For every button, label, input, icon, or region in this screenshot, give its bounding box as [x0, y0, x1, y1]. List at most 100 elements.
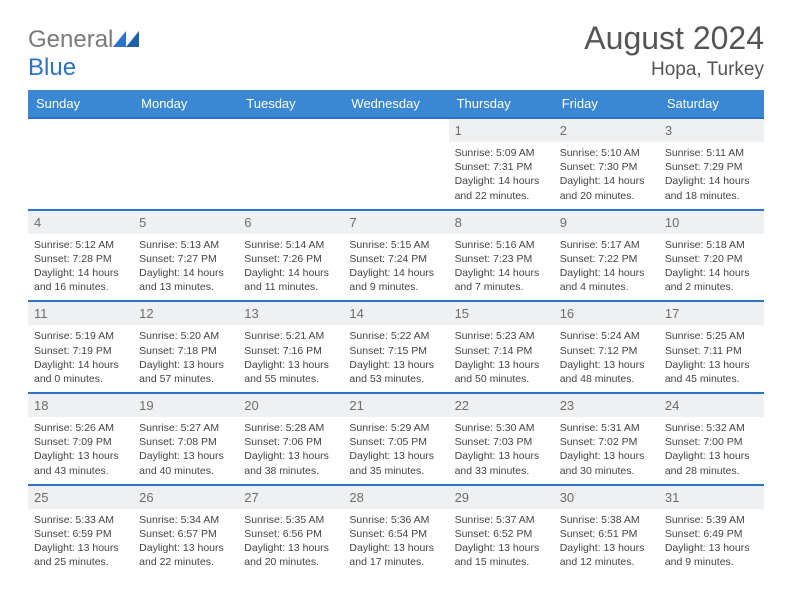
weekday-header: Tuesday	[238, 90, 343, 118]
calendar-week: 18Sunrise: 5:26 AMSunset: 7:09 PMDayligh…	[28, 393, 764, 485]
calendar-cell: 7Sunrise: 5:15 AMSunset: 7:24 PMDaylight…	[343, 210, 448, 302]
location: Hopa, Turkey	[584, 59, 764, 81]
calendar-cell: 13Sunrise: 5:21 AMSunset: 7:16 PMDayligh…	[238, 301, 343, 393]
day-info: Sunrise: 5:25 AMSunset: 7:11 PMDaylight:…	[659, 325, 764, 392]
calendar-cell: 30Sunrise: 5:38 AMSunset: 6:51 PMDayligh…	[554, 485, 659, 576]
day-number: 30	[554, 486, 659, 509]
calendar-cell: 3Sunrise: 5:11 AMSunset: 7:29 PMDaylight…	[659, 118, 764, 210]
day-number: 15	[449, 302, 554, 325]
weekday-header: Wednesday	[343, 90, 448, 118]
day-number: 17	[659, 302, 764, 325]
day-info: Sunrise: 5:24 AMSunset: 7:12 PMDaylight:…	[554, 325, 659, 392]
day-number: 9	[554, 211, 659, 234]
logo-text-left: General	[28, 26, 113, 53]
calendar-cell: 26Sunrise: 5:34 AMSunset: 6:57 PMDayligh…	[133, 485, 238, 576]
day-number: 21	[343, 394, 448, 417]
day-info: Sunrise: 5:17 AMSunset: 7:22 PMDaylight:…	[554, 234, 659, 301]
day-info: Sunrise: 5:09 AMSunset: 7:31 PMDaylight:…	[449, 142, 554, 209]
calendar-week: 1Sunrise: 5:09 AMSunset: 7:31 PMDaylight…	[28, 118, 764, 210]
calendar-cell: 5Sunrise: 5:13 AMSunset: 7:27 PMDaylight…	[133, 210, 238, 302]
calendar-week: 11Sunrise: 5:19 AMSunset: 7:19 PMDayligh…	[28, 301, 764, 393]
day-number: 19	[133, 394, 238, 417]
weekday-header: Sunday	[28, 90, 133, 118]
calendar-cell	[238, 118, 343, 210]
logo: General Blue	[28, 26, 139, 82]
calendar-cell: 24Sunrise: 5:32 AMSunset: 7:00 PMDayligh…	[659, 393, 764, 485]
calendar-cell: 4Sunrise: 5:12 AMSunset: 7:28 PMDaylight…	[28, 210, 133, 302]
day-info: Sunrise: 5:34 AMSunset: 6:57 PMDaylight:…	[133, 509, 238, 576]
calendar-cell: 28Sunrise: 5:36 AMSunset: 6:54 PMDayligh…	[343, 485, 448, 576]
day-info: Sunrise: 5:16 AMSunset: 7:23 PMDaylight:…	[449, 234, 554, 301]
day-number: 23	[554, 394, 659, 417]
day-number: 20	[238, 394, 343, 417]
day-number: 2	[554, 119, 659, 142]
calendar-cell: 29Sunrise: 5:37 AMSunset: 6:52 PMDayligh…	[449, 485, 554, 576]
calendar-cell: 1Sunrise: 5:09 AMSunset: 7:31 PMDaylight…	[449, 118, 554, 210]
day-number: 6	[238, 211, 343, 234]
day-info: Sunrise: 5:39 AMSunset: 6:49 PMDaylight:…	[659, 509, 764, 576]
day-info: Sunrise: 5:13 AMSunset: 7:27 PMDaylight:…	[133, 234, 238, 301]
day-info: Sunrise: 5:18 AMSunset: 7:20 PMDaylight:…	[659, 234, 764, 301]
calendar-cell: 31Sunrise: 5:39 AMSunset: 6:49 PMDayligh…	[659, 485, 764, 576]
day-number: 22	[449, 394, 554, 417]
day-number: 29	[449, 486, 554, 509]
calendar-cell: 16Sunrise: 5:24 AMSunset: 7:12 PMDayligh…	[554, 301, 659, 393]
day-number: 18	[28, 394, 133, 417]
day-info: Sunrise: 5:21 AMSunset: 7:16 PMDaylight:…	[238, 325, 343, 392]
day-number: 12	[133, 302, 238, 325]
day-info: Sunrise: 5:29 AMSunset: 7:05 PMDaylight:…	[343, 417, 448, 484]
day-number: 8	[449, 211, 554, 234]
day-number: 11	[28, 302, 133, 325]
calendar: SundayMondayTuesdayWednesdayThursdayFrid…	[28, 90, 764, 575]
calendar-cell: 8Sunrise: 5:16 AMSunset: 7:23 PMDaylight…	[449, 210, 554, 302]
calendar-cell: 21Sunrise: 5:29 AMSunset: 7:05 PMDayligh…	[343, 393, 448, 485]
day-info: Sunrise: 5:26 AMSunset: 7:09 PMDaylight:…	[28, 417, 133, 484]
day-info: Sunrise: 5:28 AMSunset: 7:06 PMDaylight:…	[238, 417, 343, 484]
logo-icon	[113, 26, 139, 54]
day-number: 27	[238, 486, 343, 509]
calendar-week: 25Sunrise: 5:33 AMSunset: 6:59 PMDayligh…	[28, 485, 764, 576]
day-info: Sunrise: 5:15 AMSunset: 7:24 PMDaylight:…	[343, 234, 448, 301]
day-info: Sunrise: 5:31 AMSunset: 7:02 PMDaylight:…	[554, 417, 659, 484]
day-number: 16	[554, 302, 659, 325]
day-number: 10	[659, 211, 764, 234]
day-number: 14	[343, 302, 448, 325]
calendar-cell	[28, 118, 133, 210]
calendar-cell: 15Sunrise: 5:23 AMSunset: 7:14 PMDayligh…	[449, 301, 554, 393]
day-info: Sunrise: 5:23 AMSunset: 7:14 PMDaylight:…	[449, 325, 554, 392]
day-number: 31	[659, 486, 764, 509]
calendar-cell: 18Sunrise: 5:26 AMSunset: 7:09 PMDayligh…	[28, 393, 133, 485]
calendar-cell: 14Sunrise: 5:22 AMSunset: 7:15 PMDayligh…	[343, 301, 448, 393]
day-info: Sunrise: 5:14 AMSunset: 7:26 PMDaylight:…	[238, 234, 343, 301]
calendar-cell: 10Sunrise: 5:18 AMSunset: 7:20 PMDayligh…	[659, 210, 764, 302]
day-number: 7	[343, 211, 448, 234]
day-info: Sunrise: 5:38 AMSunset: 6:51 PMDaylight:…	[554, 509, 659, 576]
day-info: Sunrise: 5:20 AMSunset: 7:18 PMDaylight:…	[133, 325, 238, 392]
day-number: 1	[449, 119, 554, 142]
calendar-cell: 22Sunrise: 5:30 AMSunset: 7:03 PMDayligh…	[449, 393, 554, 485]
weekday-header: Friday	[554, 90, 659, 118]
day-number: 28	[343, 486, 448, 509]
calendar-cell: 2Sunrise: 5:10 AMSunset: 7:30 PMDaylight…	[554, 118, 659, 210]
day-info: Sunrise: 5:22 AMSunset: 7:15 PMDaylight:…	[343, 325, 448, 392]
weekday-header: Monday	[133, 90, 238, 118]
day-info: Sunrise: 5:27 AMSunset: 7:08 PMDaylight:…	[133, 417, 238, 484]
calendar-week: 4Sunrise: 5:12 AMSunset: 7:28 PMDaylight…	[28, 210, 764, 302]
calendar-cell: 23Sunrise: 5:31 AMSunset: 7:02 PMDayligh…	[554, 393, 659, 485]
logo-text-right: Blue	[28, 54, 76, 81]
page-title: August 2024	[584, 20, 764, 57]
day-info: Sunrise: 5:33 AMSunset: 6:59 PMDaylight:…	[28, 509, 133, 576]
day-info: Sunrise: 5:36 AMSunset: 6:54 PMDaylight:…	[343, 509, 448, 576]
day-info: Sunrise: 5:10 AMSunset: 7:30 PMDaylight:…	[554, 142, 659, 209]
day-number: 26	[133, 486, 238, 509]
calendar-cell: 20Sunrise: 5:28 AMSunset: 7:06 PMDayligh…	[238, 393, 343, 485]
day-info: Sunrise: 5:12 AMSunset: 7:28 PMDaylight:…	[28, 234, 133, 301]
calendar-cell: 12Sunrise: 5:20 AMSunset: 7:18 PMDayligh…	[133, 301, 238, 393]
day-number: 25	[28, 486, 133, 509]
day-number: 24	[659, 394, 764, 417]
day-info: Sunrise: 5:30 AMSunset: 7:03 PMDaylight:…	[449, 417, 554, 484]
calendar-cell: 9Sunrise: 5:17 AMSunset: 7:22 PMDaylight…	[554, 210, 659, 302]
day-number: 5	[133, 211, 238, 234]
day-number: 13	[238, 302, 343, 325]
calendar-cell: 27Sunrise: 5:35 AMSunset: 6:56 PMDayligh…	[238, 485, 343, 576]
